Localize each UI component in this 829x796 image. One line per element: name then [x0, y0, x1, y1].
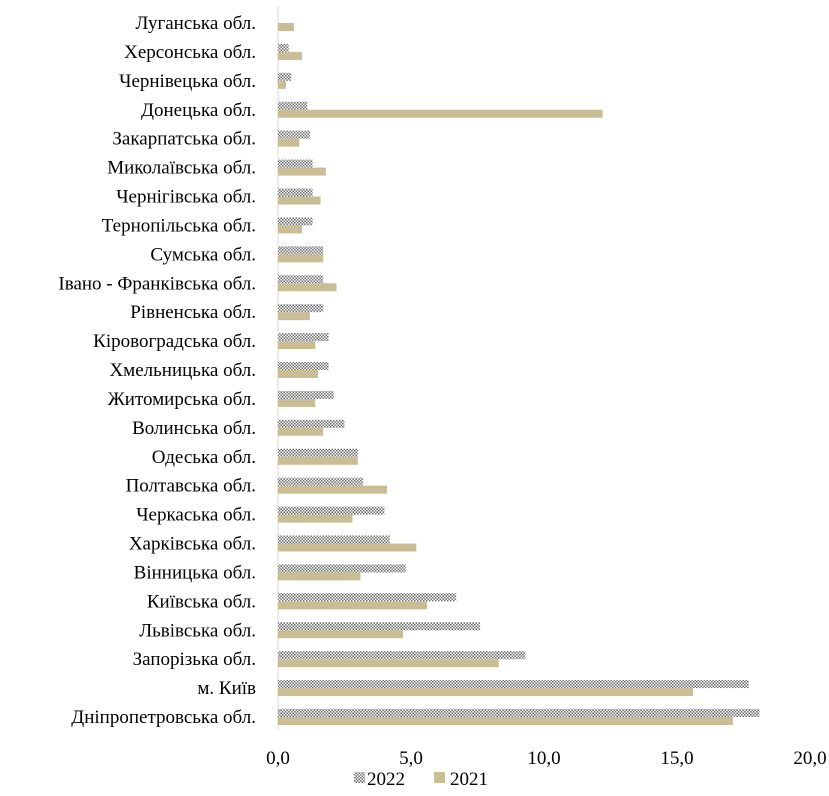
category-label-м-київ: м. Київ [197, 678, 256, 699]
category-label-львівська-обл: Львівська обл. [139, 620, 256, 641]
x-tick-label-2: 10,0 [527, 748, 560, 769]
bar-2022-рівненська-обл [278, 304, 324, 313]
x-tick-label-3: 15,0 [660, 748, 693, 769]
bar-2022-хмельницька-обл [278, 362, 329, 370]
bar-2021-херсонська-обл [278, 51, 302, 60]
bar-2021-тернопільська-обл [278, 225, 302, 234]
legend-label-2022: 2022 [367, 769, 405, 790]
category-label-луганська-обл: Луганська обл. [136, 13, 256, 34]
bar-2021-хмельницька-обл [278, 370, 318, 378]
legend-swatch-2022 [354, 772, 365, 783]
category-label-київська-обл: Київська обл. [147, 591, 256, 612]
bar-2022-миколаївська-обл [278, 159, 313, 168]
bar-2021-дніпропетровська-обл [278, 717, 733, 725]
bar-2021-закарпатська-обл [278, 138, 300, 147]
bar-2022-черкаська-обл [278, 506, 385, 515]
bar-2021-волинська-обл [278, 427, 324, 436]
bar-2022-львівська-обл [278, 622, 481, 631]
bar-2021-рівненська-обл [278, 312, 310, 321]
category-label-миколаївська-обл: Миколаївська обл. [107, 158, 256, 179]
bar-2022-закарпатська-обл [278, 130, 310, 139]
bar-2021-харківська-обл [278, 543, 417, 552]
category-label-закарпатська-обл: Закарпатська обл. [112, 129, 256, 150]
bar-2022-м-київ [278, 680, 749, 689]
category-label-кіровоградська-обл: Кіровоградська обл. [93, 331, 256, 352]
x-tick-label-4: 20,0 [793, 748, 826, 769]
category-label-харківська-обл: Харківська обл. [129, 534, 256, 555]
bar-2021-м-київ [278, 688, 693, 697]
bar-2021-житомирська-обл [278, 398, 316, 407]
category-label-донецька-обл: Донецька обл. [141, 100, 256, 121]
bar-2021-миколаївська-обл [278, 167, 326, 176]
category-label-запорізька-обл: Запорізька обл. [133, 649, 256, 670]
bar-2022-полтавська-обл [278, 477, 364, 486]
category-label-хмельницька-обл: Хмельницька обл. [109, 360, 256, 381]
bar-2021-донецька-обл [278, 109, 603, 118]
category-labels: Луганська обл. Херсонська обл. Чернівецька… [58, 13, 256, 728]
category-label-сумська-обл: Сумська обл. [150, 244, 256, 265]
bar-2021-сумська-обл [278, 254, 324, 263]
category-label-чернівецька-обл: Чернівецька обл. [119, 71, 256, 92]
bar-2022-донецька-обл [278, 101, 308, 110]
category-label-тернопільська-обл: Тернопільська обл. [102, 215, 256, 236]
legend-label-2021: 2021 [450, 769, 488, 790]
category-label-херсонська-обл: Херсонська обл. [124, 42, 256, 63]
category-label-житомирська-обл: Житомирська обл. [108, 389, 256, 410]
bar-2021-львівська-обл [278, 630, 404, 639]
bar-2022-житомирська-обл [278, 390, 334, 399]
bar-2022-запорізька-обл [278, 651, 526, 660]
category-label-вінницька-обл: Вінницька обл. [134, 562, 256, 583]
bar-2022-вінницька-обл [278, 564, 406, 573]
legend: 2022 2021 [354, 769, 488, 790]
bar-2021-полтавська-обл [278, 485, 388, 494]
bar-2022-одеська-обл [278, 448, 358, 457]
category-label-черкаська-обл: Черкаська обл. [136, 505, 256, 526]
x-tick-label-1: 5,0 [399, 748, 423, 769]
x-axis-ticks: 0,0 5,0 10,0 15,0 20,0 [266, 748, 827, 769]
bar-2022-волинська-обл [278, 419, 345, 428]
bar-2022-чернівецька-обл [278, 72, 292, 81]
bar-2022-київська-обл [278, 593, 457, 602]
category-label-волинська-обл: Волинська обл. [132, 418, 256, 439]
bar-2021-запорізька-обл [278, 659, 499, 668]
legend-swatch-2021 [434, 772, 445, 783]
bar-2022-дніпропетровська-обл [278, 709, 760, 717]
bar-2021-чернівецька-обл [278, 80, 286, 89]
category-label-одеська-обл: Одеська обл. [152, 447, 256, 468]
category-label-полтавська-обл: Полтавська обл. [126, 476, 256, 497]
bar-2021-вінницька-обл [278, 572, 361, 581]
category-label-рівненська-обл: Рівненська обл. [130, 302, 256, 323]
category-label-дніпропетровська-обл: Дніпропетровська обл. [71, 707, 256, 728]
category-label-івано-франківська-обл: Івано - Франківська обл. [58, 273, 256, 294]
bar-2021-черкаська-обл [278, 514, 353, 523]
bar-2021-івано-франківська-обл [278, 283, 337, 292]
category-label-чернігівська-обл: Чернігівська обл. [116, 187, 256, 208]
bar-2021-луганська-обл [278, 23, 294, 31]
bar-2022-харківська-обл [278, 535, 390, 544]
bar-2022-сумська-обл [278, 246, 324, 255]
bar-2022-івано-франківська-обл [278, 275, 324, 284]
bar-2021-київська-обл [278, 601, 427, 610]
x-tick-label-0: 0,0 [266, 748, 290, 769]
bar-2021-чернігівська-обл [278, 196, 321, 205]
bar-2022-тернопільська-обл [278, 217, 313, 226]
bar-2022-чернігівська-обл [278, 188, 313, 197]
bar-2022-кіровоградська-обл [278, 333, 329, 342]
bar-2021-одеська-обл [278, 456, 358, 465]
bar-2021-кіровоградська-обл [278, 341, 316, 350]
plot-area [277, 6, 760, 730]
bar-2022-херсонська-обл [278, 43, 289, 52]
